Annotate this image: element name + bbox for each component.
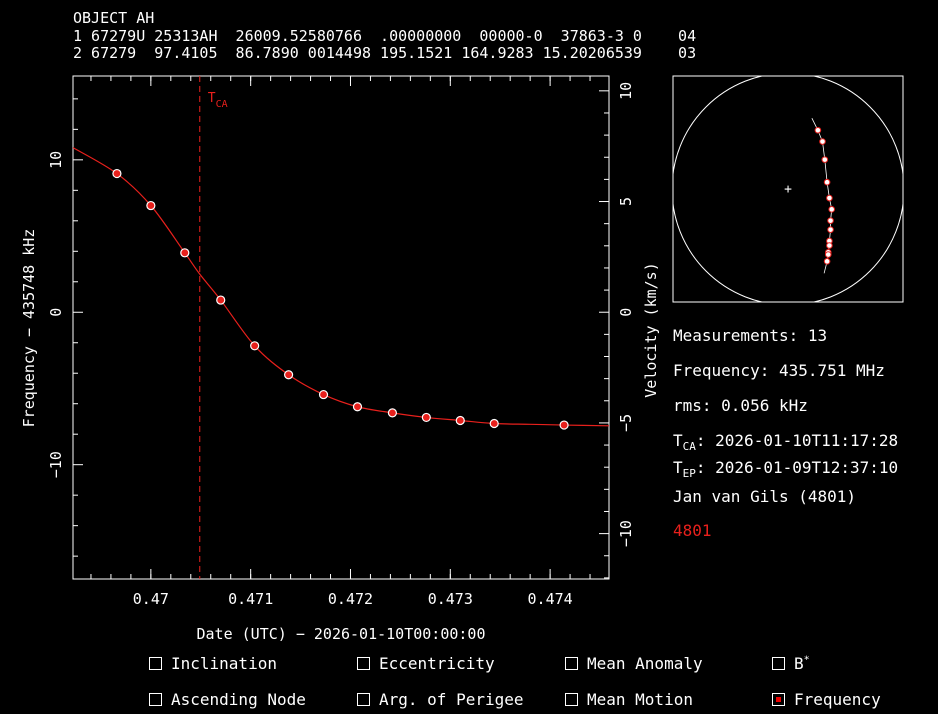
data-point — [352, 402, 363, 412]
data-point — [283, 370, 294, 380]
inclination-checkbox[interactable]: Inclination — [149, 654, 277, 673]
data-point — [216, 295, 226, 305]
data-point — [318, 389, 329, 400]
checkbox-icon — [565, 693, 578, 706]
data-point — [489, 418, 499, 429]
bstar-checkbox[interactable]: B* — [772, 654, 810, 673]
tle-line-2: 2 67279 97.4105 86.7890 0014498 195.1521… — [73, 44, 697, 62]
x-tick-label: 0.474 — [528, 590, 573, 608]
checkbox-icon — [772, 657, 785, 670]
track-point — [823, 178, 831, 186]
track-point — [826, 194, 833, 202]
track-point — [823, 258, 831, 265]
arg-of-perigee-checkbox[interactable]: Arg. of Perigee — [357, 690, 524, 709]
observer-name: Jan van Gils (4801) — [673, 487, 857, 506]
track-point — [826, 242, 833, 249]
track-point — [819, 138, 826, 145]
y-left-tick-label: 10 — [47, 151, 65, 169]
y-right-tick-label: 5 — [617, 197, 635, 206]
x-axis-label: Date (UTC) − 2026-01-10T00:00:00 — [197, 625, 486, 643]
x-tick-label: 0.47 — [133, 590, 169, 608]
y-axis-label-right: Velocity (km/s) — [642, 262, 660, 397]
data-point — [421, 412, 431, 423]
tca-label: TCA — [208, 91, 228, 110]
y-right-tick-label: 10 — [617, 82, 635, 100]
data-point — [180, 248, 190, 258]
y-right-tick-label: −5 — [617, 414, 635, 432]
mean-motion-checkbox[interactable]: Mean Motion — [565, 690, 693, 709]
ground-track-frame — [672, 75, 904, 303]
plot-frame — [72, 75, 610, 580]
tca-info: TCA: 2026-01-10T11:17:28 — [673, 431, 899, 453]
object-name: OBJECT AH — [73, 9, 155, 27]
y-axis-label-left: Frequency − 435748 kHz — [20, 229, 38, 428]
data-point — [455, 415, 465, 426]
x-tick-label: 0.471 — [228, 590, 273, 608]
x-tick-label: 0.472 — [328, 590, 373, 608]
y-right-tick-label: −10 — [617, 520, 635, 547]
data-point — [559, 420, 569, 430]
track-point — [821, 156, 829, 163]
track-point — [828, 206, 836, 213]
data-point — [112, 168, 122, 179]
track-point — [814, 126, 822, 134]
measurements-count: Measurements: 13 — [673, 326, 828, 345]
checkbox-icon — [149, 657, 162, 670]
checkbox-icon — [357, 693, 370, 706]
data-point — [146, 200, 156, 211]
checkbox-checked-icon — [772, 693, 785, 706]
mean-anomaly-checkbox[interactable]: Mean Anomaly — [565, 654, 703, 673]
frequency-info: Frequency: 435.751 MHz — [673, 361, 885, 380]
y-left-tick-label: −10 — [47, 451, 65, 478]
checkbox-icon — [149, 693, 162, 706]
rms-info: rms: 0.056 kHz — [673, 396, 808, 415]
checkbox-icon — [565, 657, 578, 670]
fit-curve — [72, 147, 610, 427]
observer-position-marker: + — [784, 182, 792, 197]
track-point — [827, 217, 834, 224]
checkbox-icon — [357, 657, 370, 670]
track-point — [827, 226, 834, 233]
tle-line-1: 1 67279U 25313AH 26009.52580766 .0000000… — [73, 27, 697, 45]
x-tick-label: 0.473 — [428, 590, 473, 608]
tep-info: TEP: 2026-01-09T12:37:10 — [673, 458, 899, 480]
track-point — [824, 251, 832, 258]
y-left-tick-label: 0 — [47, 308, 65, 317]
data-point — [250, 341, 260, 351]
ascending-node-checkbox[interactable]: Ascending Node — [149, 690, 306, 709]
y-right-tick-label: 0 — [617, 308, 635, 317]
eccentricity-checkbox[interactable]: Eccentricity — [357, 654, 495, 673]
frequency-checkbox[interactable]: Frequency — [772, 690, 881, 709]
site-id: 4801 — [673, 521, 712, 540]
data-point — [387, 408, 398, 418]
